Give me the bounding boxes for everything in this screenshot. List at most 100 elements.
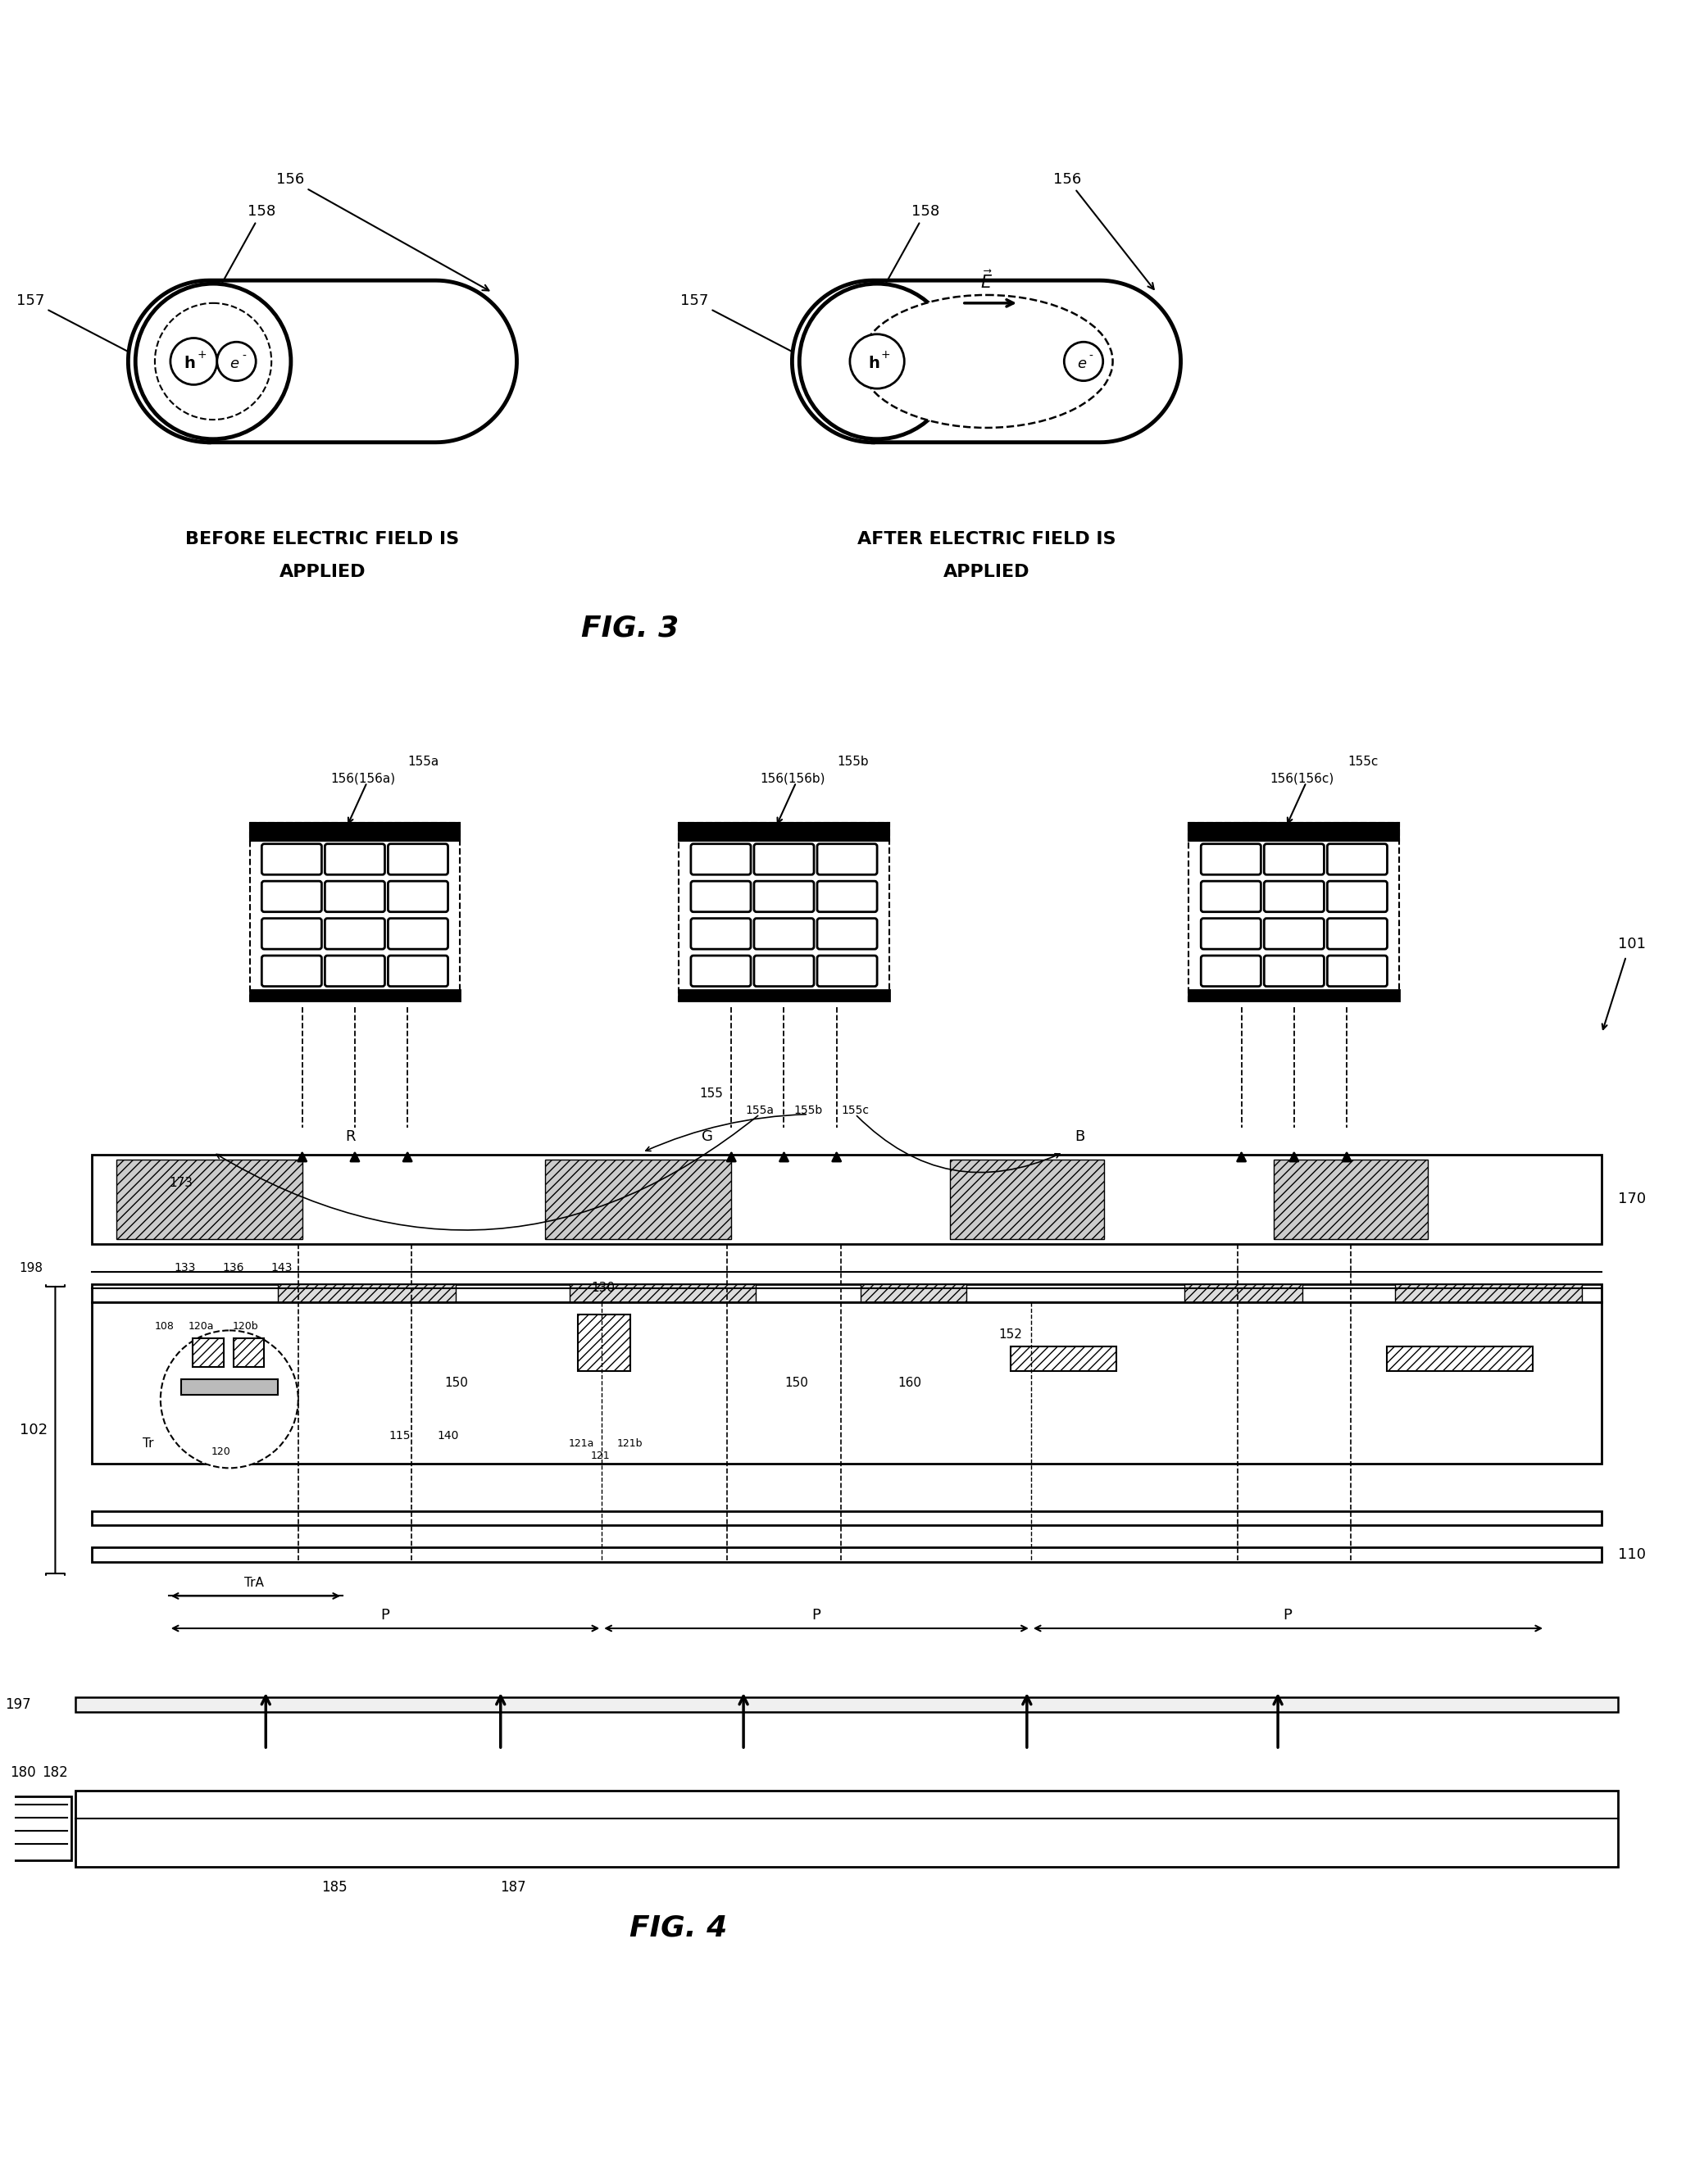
FancyBboxPatch shape	[261, 957, 322, 987]
FancyBboxPatch shape	[818, 917, 877, 950]
Text: 158: 158	[223, 203, 277, 282]
Text: 101: 101	[1619, 937, 1646, 952]
Circle shape	[850, 334, 904, 389]
Text: 120a: 120a	[189, 1321, 214, 1332]
FancyBboxPatch shape	[325, 880, 384, 913]
FancyBboxPatch shape	[1327, 917, 1388, 950]
Bar	[116, 1160, 302, 1238]
Text: G: G	[701, 1129, 713, 1144]
Bar	[1010, 1348, 1116, 1372]
FancyBboxPatch shape	[388, 917, 448, 950]
Text: 130: 130	[592, 1282, 615, 1293]
Text: h: h	[184, 356, 196, 371]
FancyBboxPatch shape	[261, 843, 322, 874]
FancyBboxPatch shape	[325, 957, 384, 987]
Text: 155c: 155c	[841, 1105, 870, 1116]
FancyBboxPatch shape	[691, 843, 750, 874]
Bar	[233, 1339, 265, 1367]
Circle shape	[217, 343, 256, 380]
FancyBboxPatch shape	[1327, 880, 1388, 913]
Text: 110: 110	[1619, 1546, 1646, 1562]
Text: 115: 115	[388, 1431, 410, 1441]
FancyBboxPatch shape	[1264, 917, 1324, 950]
Text: P: P	[381, 1607, 389, 1623]
Text: 197: 197	[5, 1697, 30, 1712]
FancyBboxPatch shape	[1327, 957, 1388, 987]
Text: 121b: 121b	[617, 1439, 642, 1448]
Bar	[1189, 823, 1399, 1000]
Text: 143: 143	[271, 1262, 293, 1273]
FancyBboxPatch shape	[691, 957, 750, 987]
Bar	[76, 1791, 1619, 1867]
Text: 150: 150	[784, 1376, 808, 1389]
Text: 121: 121	[590, 1450, 610, 1461]
FancyBboxPatch shape	[1200, 843, 1261, 874]
Bar	[679, 989, 889, 1000]
Text: 120b: 120b	[233, 1321, 258, 1332]
Text: 160: 160	[897, 1376, 921, 1389]
Text: +: +	[880, 349, 890, 360]
Bar	[679, 823, 889, 1000]
Bar	[91, 1155, 1602, 1245]
Text: 155b: 155b	[794, 1105, 823, 1116]
FancyBboxPatch shape	[754, 880, 814, 913]
Text: 152: 152	[998, 1328, 1022, 1341]
Text: FIG. 3: FIG. 3	[582, 614, 679, 642]
Circle shape	[160, 1330, 298, 1468]
Text: 158: 158	[887, 203, 939, 282]
FancyBboxPatch shape	[1327, 843, 1388, 874]
Text: 155b: 155b	[836, 756, 868, 769]
Bar	[862, 1284, 966, 1302]
FancyBboxPatch shape	[754, 843, 814, 874]
Bar	[91, 1302, 1602, 1463]
Text: 198: 198	[19, 1262, 44, 1273]
Bar	[250, 823, 460, 841]
Circle shape	[1064, 343, 1103, 380]
Text: TrA: TrA	[244, 1577, 263, 1590]
FancyBboxPatch shape	[261, 880, 322, 913]
FancyBboxPatch shape	[818, 957, 877, 987]
FancyBboxPatch shape	[754, 917, 814, 950]
Text: 157: 157	[679, 293, 794, 352]
Text: 185: 185	[322, 1880, 347, 1896]
Text: 156: 156	[277, 173, 489, 290]
Text: 170: 170	[1619, 1192, 1646, 1206]
Text: 120: 120	[211, 1446, 231, 1457]
Text: 102: 102	[20, 1422, 47, 1437]
FancyBboxPatch shape	[388, 957, 448, 987]
FancyBboxPatch shape	[388, 843, 448, 874]
Text: FIG. 4: FIG. 4	[631, 1913, 728, 1942]
Text: P: P	[813, 1607, 821, 1623]
Circle shape	[155, 304, 271, 419]
Text: 182: 182	[42, 1765, 67, 1780]
FancyBboxPatch shape	[325, 843, 384, 874]
Text: R: R	[346, 1129, 356, 1144]
Circle shape	[135, 284, 292, 439]
Bar	[1189, 823, 1399, 841]
Bar	[76, 1697, 1619, 1712]
Text: e: e	[1077, 356, 1086, 371]
Text: 136: 136	[223, 1262, 244, 1273]
Bar	[180, 1378, 278, 1396]
Text: 156(156b): 156(156b)	[760, 773, 824, 784]
Text: BEFORE ELECTRIC FIELD IS: BEFORE ELECTRIC FIELD IS	[185, 531, 459, 548]
Text: $\vec{E}$: $\vec{E}$	[980, 269, 993, 290]
Text: 156: 156	[1054, 173, 1153, 288]
Text: -: -	[241, 352, 246, 363]
FancyBboxPatch shape	[1264, 880, 1324, 913]
Circle shape	[170, 339, 217, 384]
Text: e: e	[229, 356, 239, 371]
Text: 156(156a): 156(156a)	[330, 773, 396, 784]
FancyBboxPatch shape	[1200, 880, 1261, 913]
FancyBboxPatch shape	[691, 880, 750, 913]
Bar	[250, 989, 460, 1000]
Bar	[578, 1315, 631, 1372]
Text: 140: 140	[437, 1431, 459, 1441]
FancyBboxPatch shape	[1200, 957, 1261, 987]
Bar	[278, 1284, 455, 1302]
Bar	[91, 1548, 1602, 1562]
Bar	[91, 1511, 1602, 1524]
Bar	[1388, 1348, 1533, 1372]
Text: AFTER ELECTRIC FIELD IS: AFTER ELECTRIC FIELD IS	[856, 531, 1116, 548]
Text: h: h	[868, 356, 880, 371]
